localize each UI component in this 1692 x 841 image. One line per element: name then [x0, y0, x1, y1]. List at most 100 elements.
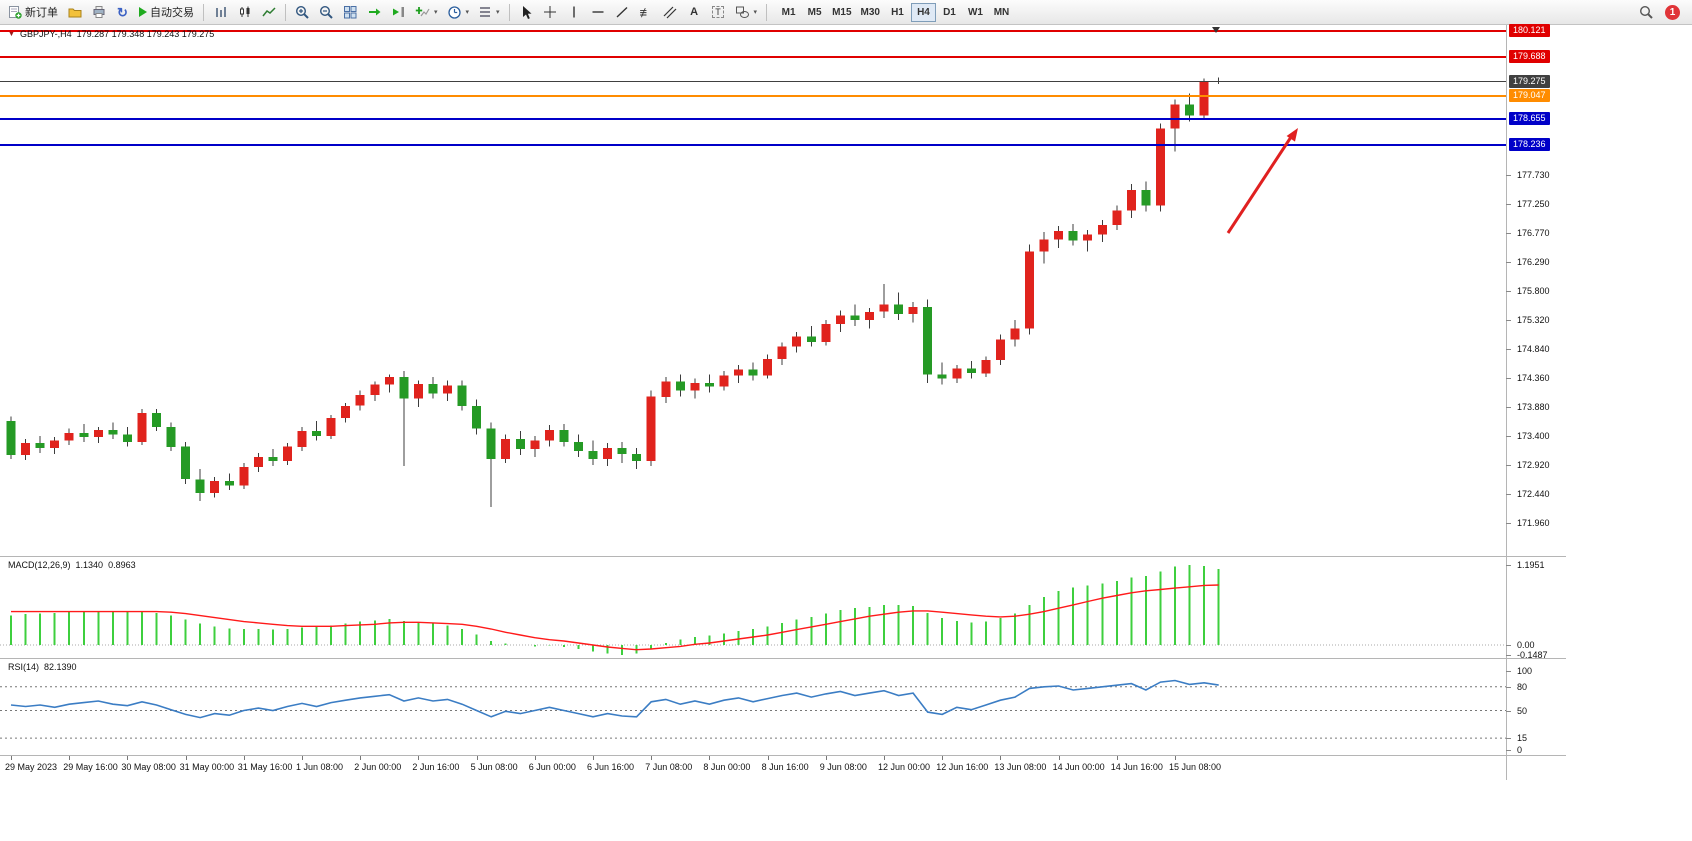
timeframe-group: M1 M5 M15 M30 H1 H4 D1 W1 MN	[776, 2, 1014, 22]
time-axis-tick	[11, 756, 12, 760]
timeframe-mn-button[interactable]: MN	[989, 3, 1014, 22]
trendline-icon	[616, 6, 628, 18]
auto-trading-button[interactable]: 自动交易	[135, 2, 198, 23]
time-axis-label: 1 Jun 08:00	[296, 762, 344, 772]
price-line-179.047[interactable]	[0, 94, 1506, 97]
indicators-icon	[415, 7, 430, 17]
vertical-line-icon	[573, 6, 575, 18]
shapes-icon	[735, 6, 749, 18]
macd-scale-tick	[1506, 655, 1511, 656]
macd-scale-label: -0.1487	[1517, 650, 1548, 660]
candlestick-mode-button[interactable]	[233, 2, 256, 23]
text-tool-button[interactable]: A	[683, 2, 706, 23]
rsi-label: RSI(14) 82.1390	[8, 662, 77, 672]
channel-tool-button[interactable]	[659, 2, 682, 23]
timeframe-h4-button[interactable]: H4	[910, 2, 936, 22]
search-icon	[1639, 5, 1653, 19]
templates-button[interactable]: ▾	[474, 2, 504, 23]
price-line-179.275[interactable]	[0, 81, 1506, 83]
chart-shift-icon	[393, 7, 404, 17]
price-line-179.688[interactable]	[0, 56, 1506, 58]
time-axis-label: 5 Jun 08:00	[470, 762, 518, 772]
price-scale-label: 177.250	[1517, 198, 1550, 209]
periods-button[interactable]: ▾	[443, 2, 474, 23]
time-axis-label: 30 May 08:00	[121, 762, 176, 772]
zoom-in-button[interactable]	[291, 2, 314, 23]
time-axis-tick	[418, 756, 420, 760]
cursor-tool-button[interactable]	[515, 2, 538, 23]
time-axis-label: 2 Jun 00:00	[354, 762, 402, 772]
time-axis-label: 14 Jun 00:00	[1052, 762, 1105, 772]
rsi-indicator[interactable]	[0, 659, 1506, 754]
horizontal-line-icon	[592, 11, 604, 13]
trendline-tool-button[interactable]	[611, 2, 634, 23]
chart-shift-marker-icon[interactable]	[1212, 27, 1220, 33]
tile-windows-button[interactable]	[339, 2, 362, 23]
bar-chart-mode-button[interactable]	[209, 2, 232, 23]
symbol-title: GBPJPY-,H4	[19, 29, 72, 39]
indicators-button[interactable]: ▾	[411, 2, 442, 23]
auto-scroll-button[interactable]	[363, 2, 386, 23]
crosshair-tool-button[interactable]	[539, 2, 562, 23]
candlestick-icon	[239, 6, 249, 17]
timeframe-m5-button[interactable]: M5	[802, 3, 827, 22]
time-axis-label: 8 Jun 00:00	[703, 762, 751, 772]
search-button[interactable]	[1635, 2, 1658, 23]
timeframe-d1-button[interactable]: D1	[937, 3, 962, 22]
new-order-button[interactable]: 新订单	[4, 2, 62, 23]
timeframe-m1-button[interactable]: M1	[776, 3, 801, 22]
panel-divider[interactable]	[0, 556, 1566, 557]
time-axis-tick	[127, 756, 129, 760]
rsi-scale-tick	[1506, 710, 1511, 712]
price-scale-tick	[1506, 349, 1511, 351]
chart-shift-button[interactable]	[387, 2, 410, 23]
price-scale-label: 173.880	[1517, 402, 1550, 412]
vertical-line-tool-button[interactable]	[563, 2, 586, 23]
profiles-button[interactable]	[63, 2, 86, 23]
toolbar-separator	[766, 3, 768, 21]
zoom-out-button[interactable]	[315, 2, 338, 23]
time-axis-label: 6 Jun 16:00	[587, 762, 635, 772]
time-axis-tick	[360, 756, 362, 760]
text-label-tool-button[interactable]: T	[707, 2, 730, 23]
price-line-180.121[interactable]	[0, 29, 1506, 32]
price-scale-tick	[1506, 203, 1511, 205]
price-scale-label: 171.960	[1517, 517, 1550, 528]
timeframe-m15-button[interactable]: M15	[828, 3, 855, 22]
macd-indicator[interactable]	[0, 557, 1506, 657]
time-axis-tick	[302, 756, 303, 760]
price-line-178.655[interactable]	[0, 118, 1506, 121]
price-tag-178.655: 178.655	[1509, 112, 1550, 126]
rsi-title: RSI(14)	[8, 662, 40, 672]
timeframe-w1-button[interactable]: W1	[963, 3, 988, 22]
candlestick-chart[interactable]	[0, 26, 1506, 556]
auto-trading-icon	[139, 7, 147, 17]
time-axis-label: 31 May 16:00	[237, 762, 293, 772]
timeframe-m30-button[interactable]: M30	[857, 3, 884, 22]
print-button[interactable]	[87, 2, 110, 23]
price-scale-tick	[1506, 175, 1511, 176]
timeframe-h1-button[interactable]: H1	[885, 3, 910, 22]
panel-divider[interactable]	[0, 658, 1566, 659]
crosshair-icon	[544, 6, 557, 18]
refresh-button[interactable]: ↻	[111, 2, 134, 23]
line-chart-mode-button[interactable]	[257, 2, 280, 23]
notification-badge[interactable]: 1	[1665, 4, 1680, 20]
time-axis-label: 2 Jun 16:00	[412, 762, 460, 772]
symbol-caret-icon: ▼	[8, 30, 15, 38]
price-scale-divider	[1506, 25, 1507, 780]
time-axis-divider	[0, 755, 1566, 756]
time-axis-label: 13 Jun 08:00	[994, 762, 1047, 772]
shapes-tool-button[interactable]: ▾	[731, 2, 762, 23]
macd-value-main: 1.1340	[75, 560, 104, 570]
price-scale-tick	[1506, 407, 1511, 408]
price-scale-label: 177.730	[1517, 170, 1550, 180]
time-axis-tick	[69, 756, 71, 760]
chart-area[interactable]: ▼ GBPJPY-,H4 179.287 179.348 179.243 179…	[0, 24, 1692, 841]
fibonacci-tool-button[interactable]: ≢	[635, 2, 658, 23]
line-chart-icon	[261, 7, 276, 17]
horizontal-line-tool-button[interactable]	[587, 2, 610, 23]
price-line-178.236[interactable]	[0, 143, 1506, 146]
time-axis-label: 14 Jun 16:00	[1110, 762, 1163, 772]
price-scale-tick	[1506, 522, 1511, 524]
